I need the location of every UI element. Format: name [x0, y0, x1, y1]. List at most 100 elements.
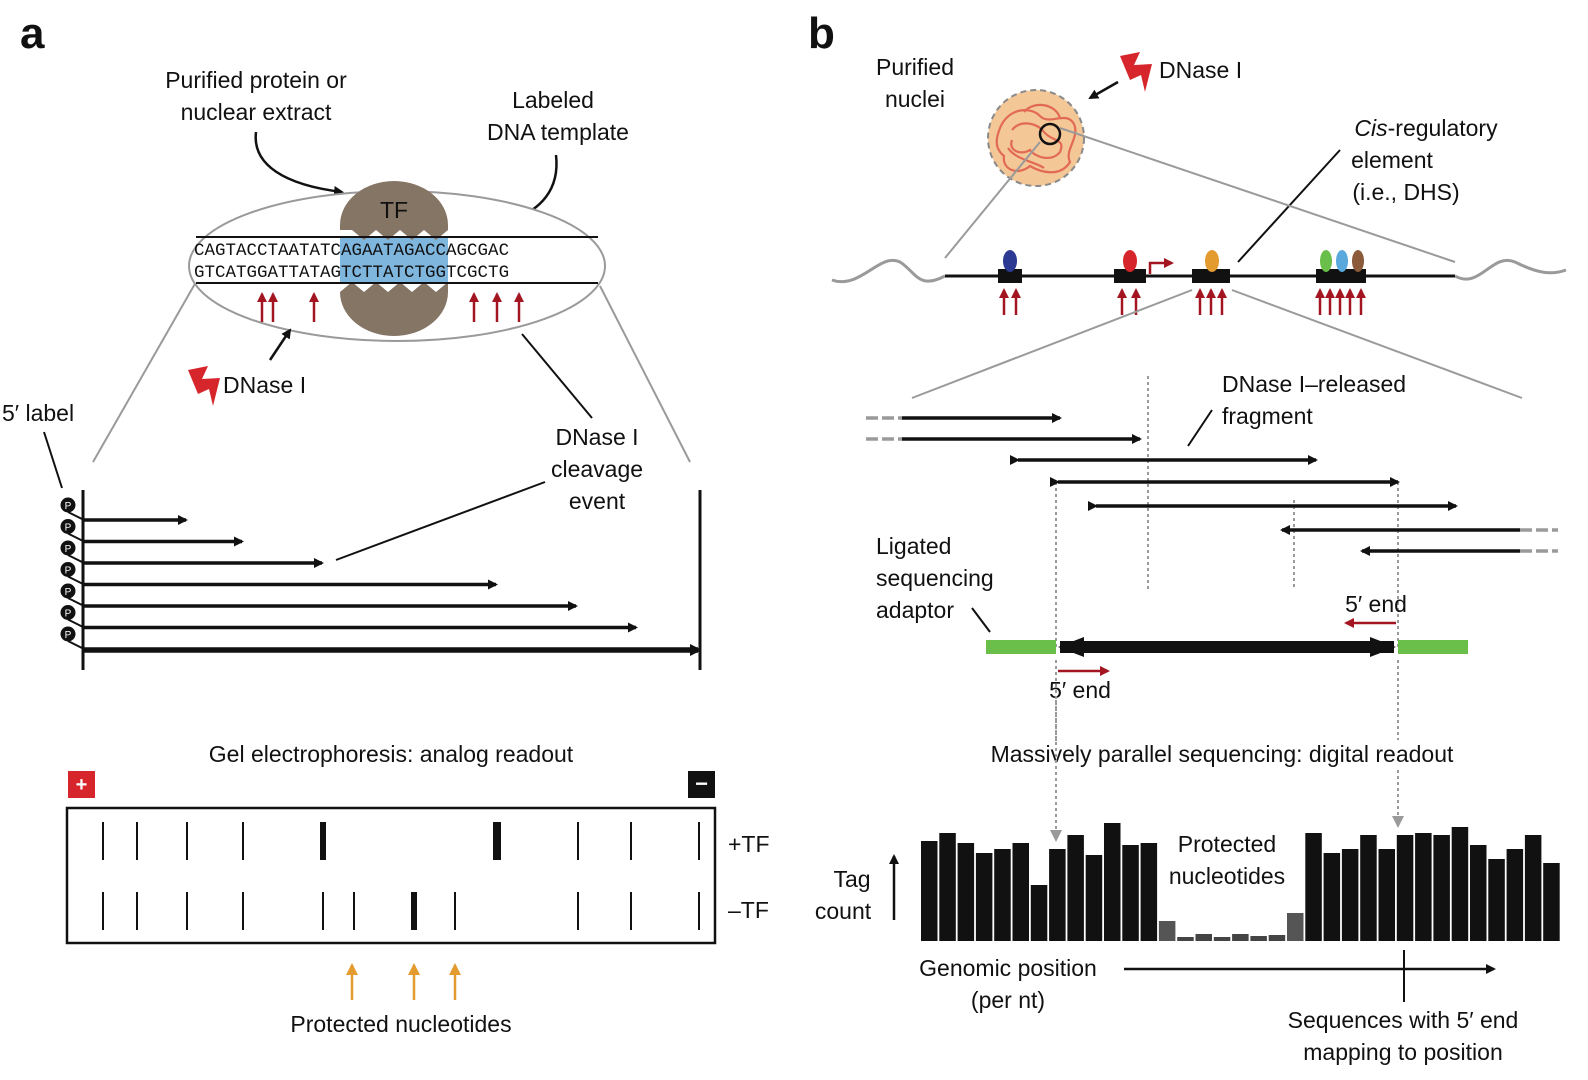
histogram-bar	[1323, 853, 1341, 941]
histogram-bar	[1122, 845, 1139, 941]
protected-label-a: Protected nucleotides	[290, 1011, 511, 1037]
gel-minus-tf-label: –TF	[728, 897, 769, 923]
histogram-bar	[1305, 833, 1322, 941]
locus-circle	[1038, 122, 1062, 146]
phosphate-label	[60, 562, 76, 577]
histogram-bar	[1451, 827, 1469, 941]
histogram-bar	[957, 843, 975, 941]
dnase-label-a: DNase I	[223, 372, 306, 398]
gel-band	[493, 822, 501, 860]
gel-title: Gel electrophoresis: analog readout	[209, 741, 574, 767]
labeled-dna-label-line1: Labeled	[512, 87, 594, 113]
phosphate-link	[67, 511, 85, 521]
tag-count-label-line1: Tag	[833, 866, 870, 892]
gel-band	[411, 892, 417, 930]
released-label-line1: DNase I–released	[1222, 371, 1406, 397]
histogram-bar	[1287, 913, 1304, 941]
histogram-bar	[1177, 937, 1194, 941]
cis-label-line1: Cis-regulatory	[1354, 115, 1498, 141]
adaptor-leader	[971, 607, 991, 633]
factor-red	[1123, 250, 1137, 272]
gel-band	[322, 892, 324, 930]
histogram-bar	[921, 841, 938, 941]
dnase-pointer-arrow-b	[1088, 80, 1119, 100]
protein-pointer-arrow	[254, 131, 344, 196]
dotted-guides	[1055, 376, 1399, 648]
binding-site-highlight	[340, 237, 448, 283]
lightning-icon-b	[1120, 52, 1152, 92]
labeled-dna-label-line2: DNA template	[487, 119, 629, 145]
phosphate-link	[67, 532, 85, 543]
phosphate-link	[67, 618, 85, 629]
histogram-bar	[1524, 835, 1542, 941]
gel-band	[353, 892, 355, 930]
gel-band	[698, 822, 700, 860]
cleavage-label-line2: cleavage	[551, 456, 643, 482]
phosphate-label	[60, 626, 76, 642]
gel-plus-tf-label: +TF	[728, 831, 770, 857]
nuclei-label-line2: nuclei	[885, 86, 945, 112]
histogram-bar	[1140, 843, 1158, 941]
adaptor-right	[1398, 640, 1468, 654]
histogram-bar	[1543, 863, 1560, 941]
dnase-label-b: DNase I	[1159, 57, 1242, 83]
sequences-label-line1: Sequences with 5′ end	[1288, 1007, 1519, 1033]
histogram-bar	[1195, 934, 1212, 941]
histogram-bar	[1396, 835, 1414, 941]
histogram-bar	[994, 849, 1011, 941]
factor-lightblue	[1336, 250, 1348, 272]
gel-band	[454, 892, 456, 930]
nucleus-zoom-right	[1059, 127, 1456, 263]
adaptor-label-line3: adaptor	[876, 597, 954, 623]
tf-label: TF	[380, 197, 408, 223]
adaptor-label-line2: sequencing	[876, 565, 994, 591]
adaptor-left	[986, 640, 1056, 654]
gel-minus-box	[688, 771, 715, 798]
histogram-bar	[1085, 855, 1103, 941]
dhs-zoom-right	[1231, 289, 1523, 399]
chromatin-wavy-left	[831, 258, 946, 284]
sequence-top: CAGTACCTAATATCAGAATAGACCAGCGAC	[194, 241, 509, 261]
histogram-bar	[1030, 885, 1048, 941]
panel-b-letter: b	[808, 9, 835, 58]
tag-count-histogram	[921, 823, 1560, 941]
dhs-box-2	[1114, 269, 1146, 283]
tss-arrow-icon	[1148, 258, 1174, 274]
gel-band	[577, 822, 579, 860]
sequence-bottom: GTCATGGATTATAGTCTTATCTGGTCGCTG	[194, 263, 509, 283]
histogram-bar	[1067, 835, 1084, 941]
nuclei-label-line1: Purified	[876, 54, 954, 80]
gel-plus-sign: +	[76, 774, 88, 796]
histogram-bar	[1232, 934, 1249, 941]
gel-band	[242, 892, 244, 930]
phosphate-letter: P	[65, 501, 72, 512]
dhs-box-1	[998, 269, 1022, 283]
gel-band	[136, 892, 138, 930]
histogram-bar	[1415, 833, 1432, 941]
histogram-bar	[1341, 849, 1359, 941]
histogram-bar	[1360, 835, 1377, 941]
purified-protein-label-line1: Purified protein or	[165, 67, 347, 93]
five-end-top-label: 5′ end	[1345, 591, 1407, 617]
five-prime-label: 5′ label	[2, 400, 74, 426]
protected-label-b-line1: Protected	[1178, 831, 1276, 857]
factor-brown	[1352, 250, 1364, 272]
dhs-box-3	[1192, 269, 1230, 283]
histogram-bar	[1433, 835, 1450, 941]
phosphate-link	[67, 575, 85, 586]
histogram-bar	[939, 833, 956, 941]
phosphate-label	[60, 540, 76, 556]
histogram-bar	[1049, 849, 1066, 941]
cleavage-arrows-a	[257, 292, 524, 322]
five-end-bottom-label: 5′ end	[1049, 677, 1111, 703]
cis-label-line3: (i.e., DHS)	[1352, 179, 1459, 205]
phosphate-label	[60, 583, 76, 599]
phosphate-link	[67, 597, 85, 607]
gel-band	[630, 892, 632, 930]
gel-band	[102, 822, 104, 860]
gel-box	[65, 806, 717, 945]
gel-band	[186, 892, 188, 930]
dhs-zoom-left	[911, 289, 1193, 399]
